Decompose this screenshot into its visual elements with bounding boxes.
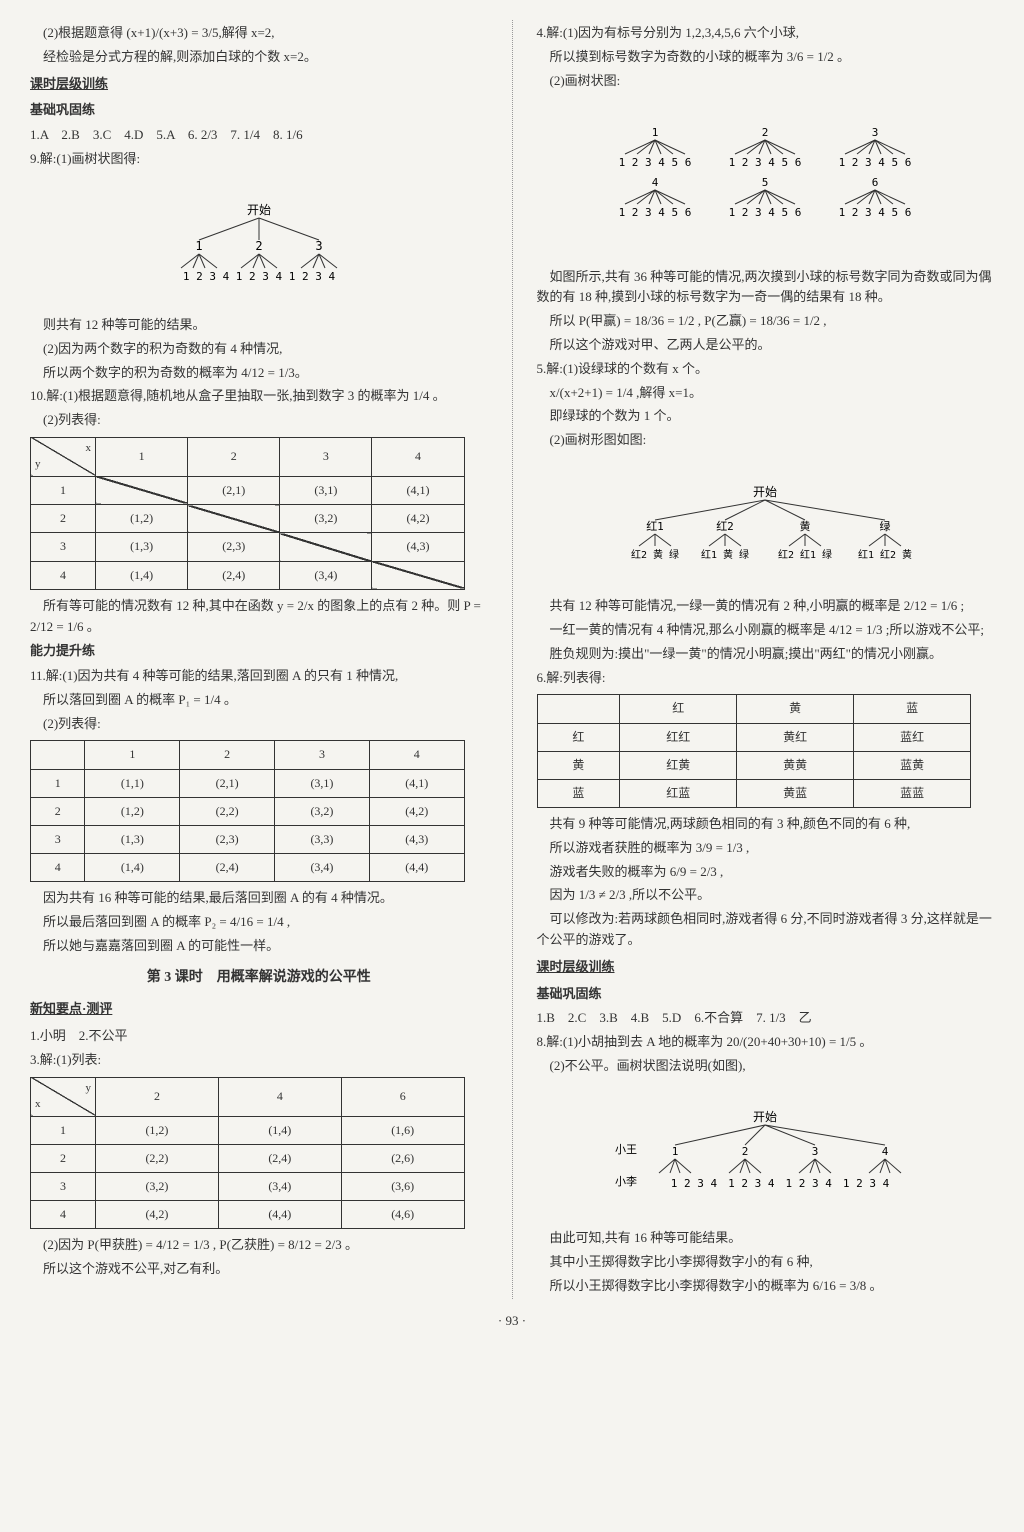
svg-text:2: 2: [762, 126, 769, 139]
text: 10.解:(1)根据题意得,随机地从盒子里抽取一张,抽到数字 3 的概率为 1/…: [30, 386, 488, 407]
tree-diagram-3: 开始 红1 红2 黄 绿 红2 黄 绿 红1 黄 绿 红2 红1 绿 红1 红2 黄: [537, 455, 995, 592]
text: 所以两个数字的积为奇数的概率为 4/12 = 1/3。: [30, 363, 488, 384]
text: 可以修改为:若两球颜色相同时,游戏者得 6 分,不同时游戏者得 3 分,这样就是…: [537, 909, 995, 951]
svg-text:3: 3: [812, 1145, 819, 1158]
svg-text:红2 黄 绿: 红2 黄 绿: [631, 548, 679, 561]
text: 因为 1/3 ≠ 2/3 ,所以不公平。: [537, 885, 995, 906]
text: 如图所示,共有 36 种等可能的情况,两次摸到小球的标号数字同为奇数或同为偶数的…: [537, 267, 995, 309]
text: 所以这个游戏不公平,对乙有利。: [30, 1259, 488, 1280]
page-number: · 93 ·: [30, 1311, 994, 1332]
svg-text:1 2 3 4 5 6: 1 2 3 4 5 6: [619, 156, 692, 169]
text: 共有 12 种等可能情况,一绿一黄的情况有 2 种,小明赢的概率是 2/12 =…: [537, 596, 995, 617]
left-column: (2)根据题意得 (x+1)/(x+3) = 3/5,解得 x=2, 经检验是分…: [30, 20, 488, 1299]
section-title: 课时层级训练: [30, 74, 488, 95]
answers: 1.A 2.B 3.C 4.D 5.A 6. 2/3 7. 1/4 8. 1/6: [30, 125, 488, 146]
text: 9.解:(1)画树状图得:: [30, 149, 488, 170]
table-4: 红黄蓝 红红红黄红蓝红 黄红黄黄黄蓝黄 蓝红蓝黄蓝蓝蓝: [537, 694, 972, 808]
svg-text:1: 1: [652, 126, 659, 139]
right-column: 4.解:(1)因为有标号分别为 1,2,3,4,5,6 六个小球, 所以摸到标号…: [537, 20, 995, 1299]
svg-text:绿: 绿: [880, 519, 891, 533]
text: (2)列表得:: [30, 410, 488, 431]
table-3: xy 246 1(1,2)(1,4)(1,6) 2(2,2)(2,4)(2,6)…: [30, 1077, 465, 1230]
column-divider: [512, 20, 513, 1299]
text: 5.解:(1)设绿球的个数有 x 个。: [537, 359, 995, 380]
text: 所以摸到标号数字为奇数的小球的概率为 3/6 = 1/2 。: [537, 47, 995, 68]
svg-text:1 2 3 4 5 6: 1 2 3 4 5 6: [729, 206, 802, 219]
text: (2)列表得:: [30, 714, 488, 735]
svg-text:1: 1: [195, 239, 202, 253]
svg-text:小王: 小王: [615, 1143, 637, 1156]
text: 所以小王掷得数字比小李掷得数字小的概率为 6/16 = 3/8 。: [537, 1276, 995, 1297]
table-2: 1234 1(1,1)(2,1)(3,1)(4,1) 2(1,2)(2,2)(3…: [30, 740, 465, 882]
svg-text:红2: 红2: [716, 520, 734, 533]
text: 所以落回到圈 A 的概率 P₁ = 1/4 。: [30, 690, 488, 711]
section-title: 课时层级训练: [537, 957, 995, 978]
svg-text:红2 红1 绿: 红2 红1 绿: [778, 548, 832, 561]
svg-text:6: 6: [872, 176, 879, 189]
svg-text:1 2 3 4 5 6: 1 2 3 4 5 6: [619, 206, 692, 219]
page: (2)根据题意得 (x+1)/(x+3) = 3/5,解得 x=2, 经检验是分…: [30, 20, 994, 1299]
svg-text:5: 5: [762, 176, 769, 189]
text: 所以最后落回到圈 A 的概率 P₂ = 4/16 = 1/4 ,: [30, 912, 488, 933]
text: x/(x+2+1) = 1/4 ,解得 x=1。: [537, 383, 995, 404]
text: 4.解:(1)因为有标号分别为 1,2,3,4,5,6 六个小球,: [537, 23, 995, 44]
text: 所以游戏者获胜的概率为 3/9 = 1/3 ,: [537, 838, 995, 859]
svg-text:1 2 3 4 5 6: 1 2 3 4 5 6: [839, 206, 912, 219]
text: 胜负规则为:摸出"一绿一黄"的情况小明赢;摸出"两红"的情况小刚赢。: [537, 644, 995, 665]
svg-text:4: 4: [882, 1145, 889, 1158]
text: 1.小明 2.不公平: [30, 1026, 488, 1047]
text: 所以她与嘉嘉落回到圈 A 的可能性一样。: [30, 936, 488, 957]
text: 共有 9 种等可能情况,两球颜色相同的有 3 种,颜色不同的有 6 种,: [537, 814, 995, 835]
svg-text:1 2 3 4 1 2 3 4 1 2 3 4 1 2 3: 1 2 3 4 1 2 3 4 1 2 3 4 1 2 3 4: [671, 1177, 890, 1190]
text: 因为共有 16 种等可能的结果,最后落回到圈 A 的有 4 种情况。: [30, 888, 488, 909]
text: (2)因为两个数字的积为奇数的有 4 种情况,: [30, 339, 488, 360]
text: 即绿球的个数为 1 个。: [537, 406, 995, 427]
section-sub: 能力提升练: [30, 641, 488, 662]
answers: 1.B 2.C 3.B 4.B 5.D 6.不合算 7. 1/3 乙: [537, 1008, 995, 1029]
svg-text:红1 红2 黄: 红1 红2 黄: [858, 548, 912, 561]
section-sub: 基础巩固练: [537, 984, 995, 1005]
svg-text:红1 黄 绿: 红1 黄 绿: [701, 548, 749, 561]
text: (2)画树状图:: [537, 71, 995, 92]
text: 其中小王掷得数字比小李掷得数字小的有 6 种,: [537, 1252, 995, 1273]
text: 经检验是分式方程的解,则添加白球的个数 x=2。: [30, 47, 488, 68]
svg-text:红1: 红1: [646, 520, 664, 533]
section-sub: 基础巩固练: [30, 100, 488, 121]
svg-text:开始: 开始: [753, 485, 777, 499]
svg-text:黄: 黄: [800, 519, 811, 533]
svg-text:2: 2: [742, 1145, 749, 1158]
svg-text:3: 3: [872, 126, 879, 139]
svg-text:1 2 3 4 5 6: 1 2 3 4 5 6: [729, 156, 802, 169]
text: 8.解:(1)小胡抽到去 A 地的概率为 20/(20+40+30+10) = …: [537, 1032, 995, 1053]
tree-diagram-4: 开始 小王 1 2 3 4 小李 1 2 3 4 1 2 3 4 1 2 3 4 1 …: [537, 1081, 995, 1224]
section-title: 新知要点·测评: [30, 999, 488, 1020]
tree-diagram-1: 开始 1 2 3 1 2 3 4 1 2 3 4 1 2 3 4: [30, 174, 488, 311]
text: (2)画树形图如图:: [537, 430, 995, 451]
svg-text:4: 4: [652, 176, 659, 189]
text: (2)不公平。画树状图法说明(如图),: [537, 1056, 995, 1077]
text: 11.解:(1)因为共有 4 种等可能的结果,落回到圈 A 的只有 1 种情况,: [30, 666, 488, 687]
text: 3.解:(1)列表:: [30, 1050, 488, 1071]
text: 则共有 12 种等可能的结果。: [30, 315, 488, 336]
svg-text:1 2 3 4 5 6: 1 2 3 4 5 6: [839, 156, 912, 169]
text: (2)根据题意得 (x+1)/(x+3) = 3/5,解得 x=2,: [30, 23, 488, 44]
text: 所有等可能的情况数有 12 种,其中在函数 y = 2/x 的图象上的点有 2 …: [30, 596, 488, 638]
svg-text:2: 2: [255, 239, 262, 253]
svg-text:开始: 开始: [753, 1110, 777, 1124]
svg-text:1: 1: [672, 1145, 679, 1158]
text: (2)因为 P(甲获胜) = 4/12 = 1/3 , P(乙获胜) = 8/1…: [30, 1235, 488, 1256]
lesson-title: 第 3 课时 用概率解说游戏的公平性: [30, 967, 488, 989]
text: 6.解:列表得:: [537, 668, 995, 689]
table-1: yx 1234 1(2,1)(3,1)(4,1) 2(1,2)(3,2)(4,2…: [30, 437, 465, 590]
tree-diagram-2: 1 2 3 1 2 3 4 5 6 1 2 3 4 5 6 1 2 3 4 5 6 4 5…: [537, 95, 995, 262]
svg-text:1 2 3 4 1 2 3 4 1 2 3 4: 1 2 3 4 1 2 3 4 1 2 3 4: [183, 270, 336, 282]
text: 一红一黄的情况有 4 种情况,那么小刚赢的概率是 4/12 = 1/3 ;所以游…: [537, 620, 995, 641]
text: 所以这个游戏对甲、乙两人是公平的。: [537, 335, 995, 356]
text: 所以 P(甲赢) = 18/36 = 1/2 , P(乙赢) = 18/36 =…: [537, 311, 995, 332]
svg-text:3: 3: [315, 239, 322, 253]
text: 由此可知,共有 16 种等可能结果。: [537, 1228, 995, 1249]
text: 游戏者失败的概率为 6/9 = 2/3 ,: [537, 862, 995, 883]
svg-text:开始: 开始: [247, 203, 271, 217]
svg-text:小李: 小李: [615, 1174, 637, 1188]
